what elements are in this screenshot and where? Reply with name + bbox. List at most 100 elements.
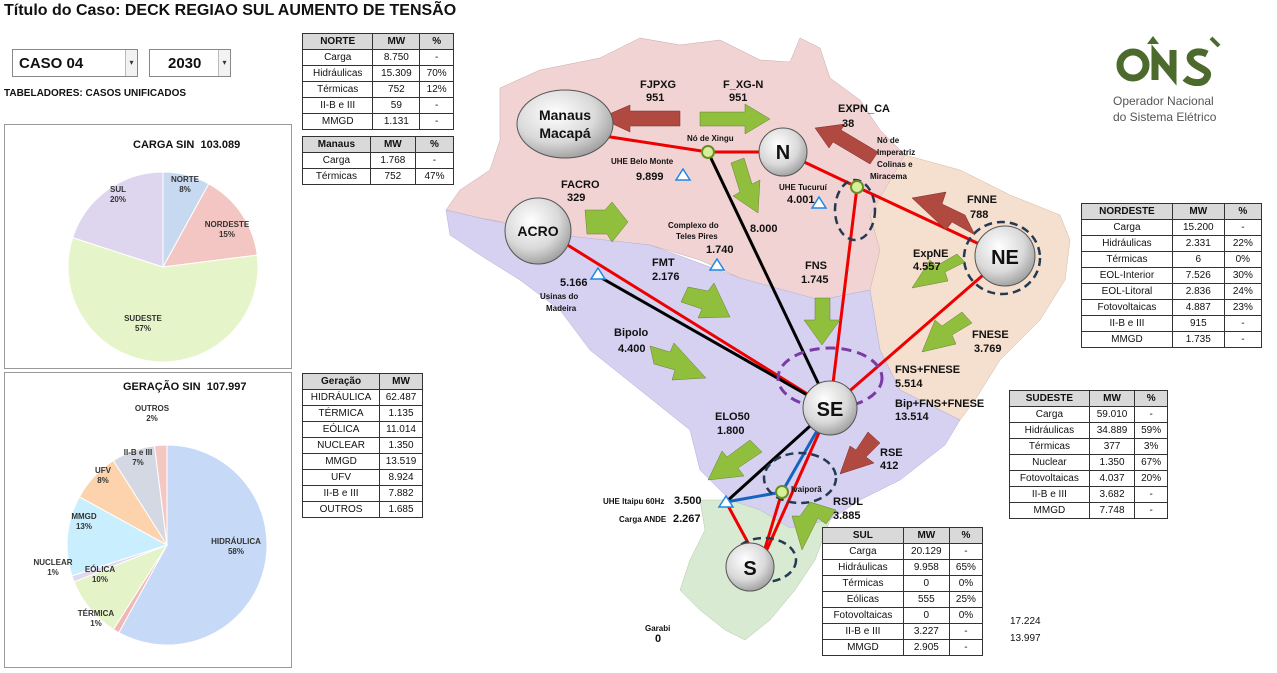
table-header-cell: % <box>1134 390 1168 407</box>
carga-sin-title: CARGA SIN 103.089 <box>133 139 241 151</box>
table-cell: 11.014 <box>379 421 423 438</box>
arrow-fjpxg <box>599 104 681 133</box>
table-cell: 59.010 <box>1088 406 1136 423</box>
arrow-fmt <box>680 282 731 319</box>
table-cell: 4.887 <box>1171 299 1225 316</box>
table-cell: MMGD <box>1009 502 1090 519</box>
table-cell: 0% <box>948 607 984 624</box>
table-header-row: SUDESTE MW% <box>1009 390 1168 407</box>
value-garabi: 0 <box>655 633 661 645</box>
table-cell: Fotovoltaicas <box>822 607 904 624</box>
table-row: Térmicas 752 47% <box>302 168 455 185</box>
table-cell: 25% <box>948 591 984 608</box>
table-cell: NUCLEAR <box>301 437 381 454</box>
table-row: NUCLEAR 1.350 <box>301 437 423 454</box>
table-cell: 377 <box>1088 438 1136 455</box>
flow-fxgn-value: 951 <box>729 92 747 104</box>
table-row: TÉRMICA 1.135 <box>301 405 423 422</box>
label-madeira-2: Madeira <box>546 304 577 313</box>
table-cell: UFV <box>301 469 381 486</box>
table-cell: Térmicas <box>822 575 904 592</box>
label-teles-pires-2: Teles Pires <box>676 232 718 241</box>
flow-fxgn-label: F_XG-N <box>723 79 763 91</box>
case-select[interactable]: CASO 04 ▾ <box>12 49 138 77</box>
table-row: Térmicas 377 3% <box>1009 438 1168 455</box>
carga-sin-panel: CARGA SIN 103.089 NORTE 8% NORDESTE 15% SUDE… <box>4 124 292 369</box>
table-cell: 13.519 <box>379 453 423 470</box>
table-header-cell: MW <box>379 373 423 390</box>
table-cell: - <box>414 152 455 169</box>
node-macapa-label: Macapá <box>539 125 591 141</box>
flow-expne-label: ExpNE <box>913 248 948 260</box>
table-cell: 20% <box>1134 470 1168 487</box>
table-cell: - <box>948 543 984 560</box>
table-cell: EÓLICA <box>301 421 381 438</box>
flow-expne-value: 4.557 <box>913 261 941 273</box>
arrow-rsul <box>791 501 837 551</box>
node-acro: ACRO <box>504 197 572 265</box>
pie-label-name: MMGD <box>71 512 97 521</box>
table-header-cell: MW <box>369 136 416 153</box>
pie-label-name: II-B e III <box>124 448 152 457</box>
table-header-cell: MW <box>1171 203 1225 220</box>
table-cell: 7.526 <box>1171 267 1225 284</box>
geracao-table: Geração MW HIDRÁULICA 62.487 TÉRMICA 1.135 EÓL… <box>301 373 423 518</box>
arrow-expnca <box>814 123 879 165</box>
table-cell: 1.685 <box>379 501 423 518</box>
table-row: EOL-Interior 7.526 30% <box>1081 267 1263 284</box>
table-cell: 0 <box>902 575 950 592</box>
node-se: SE <box>802 380 858 436</box>
node-n: N <box>758 127 808 177</box>
flow-rse-value: 412 <box>880 460 898 472</box>
pie-slice-outros <box>153 444 168 546</box>
table-cell: - <box>1223 331 1263 348</box>
case-title: Título do Caso: DECK REGIAO SUL AUMENTO … <box>4 2 457 19</box>
table-cell: 6 <box>1171 251 1225 268</box>
table-row: Carga 15.200- <box>1081 219 1263 236</box>
pie-label-name: NORDESTE <box>205 220 250 229</box>
table-cell: 65% <box>948 559 984 576</box>
table-cell: 1.350 <box>1088 454 1136 471</box>
flow-fmt-value: 2.176 <box>652 271 680 283</box>
table-cell: 1.350 <box>379 437 423 454</box>
arrow-facro <box>584 201 629 243</box>
ons-logo-mark <box>1116 36 1221 87</box>
value-teles-pires: 1.740 <box>706 244 734 256</box>
table-header-row: Manaus MW% <box>302 136 455 153</box>
table-row: EÓLICA 11.014 <box>301 421 423 438</box>
label-imperatriz-3: Colinas e <box>877 160 913 169</box>
table-cell: II-B e III <box>822 623 904 640</box>
flow-fnsfnese-value: 5.514 <box>895 378 923 390</box>
table-cell: - <box>1134 502 1168 519</box>
year-select[interactable]: 2030 ▾ <box>149 49 231 77</box>
chevron-down-icon[interactable]: ▾ <box>218 50 230 76</box>
table-cell: 22% <box>1223 235 1263 252</box>
table-cell: EOL-Interior <box>1081 267 1173 284</box>
table-header-cell: % <box>948 527 984 544</box>
table-cell: - <box>948 639 984 656</box>
dashed-rings <box>730 178 1042 584</box>
flow-rsul-label: RSUL <box>833 496 863 508</box>
node-ne-label: NE <box>991 247 1019 269</box>
table-cell: II-B e III <box>1009 486 1090 503</box>
table-header-cell: MW <box>902 527 950 544</box>
table-cell: MMGD <box>301 113 374 130</box>
table-row: Carga 20.129- <box>822 543 984 560</box>
table-cell: TÉRMICA <box>301 405 381 422</box>
table-row: Hidráulicas 2.331 22% <box>1081 235 1263 252</box>
label-ivaipora: Ivaiporã <box>791 485 822 494</box>
table-cell: II-B e III <box>301 97 374 114</box>
ons-logo: Operador Nacional do Sistema Elétrico <box>1113 30 1265 130</box>
table-cell: Hidráulicas <box>301 65 374 82</box>
arrow-xingu-tucurui <box>730 157 761 214</box>
table-cell: MMGD <box>822 639 904 656</box>
chevron-down-icon[interactable]: ▾ <box>125 50 137 76</box>
table-row: Eólicas 555 25% <box>822 591 984 608</box>
arrow-rse <box>839 431 881 475</box>
sul-extra-value-2: 13.997 <box>1010 633 1041 644</box>
flow-fnese-label: FNESE <box>972 329 1009 341</box>
table-row: Nuclear 1.350 67% <box>1009 454 1168 471</box>
table-cell: 1.735 <box>1171 331 1225 348</box>
table-cell: Hidráulicas <box>1081 235 1173 252</box>
node-n-label: N <box>776 142 790 164</box>
